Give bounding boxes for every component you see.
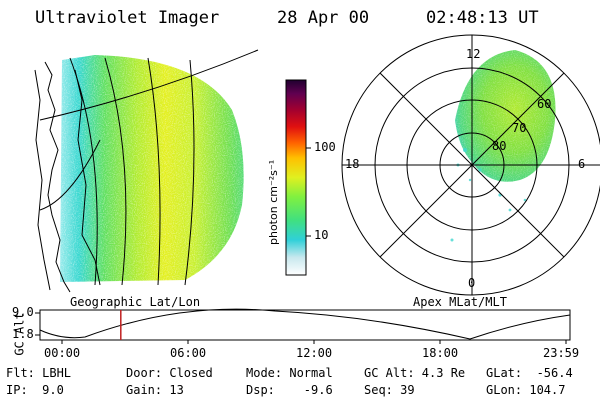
info-dsp: Dsp: -9.6	[246, 383, 333, 397]
info-mode: Mode: Normal	[246, 366, 333, 380]
colorbar-unit-label: photon cm⁻²s⁻¹	[267, 160, 280, 245]
polar-panel-label: Apex MLat/MLT	[413, 295, 507, 309]
colorbar: photon cm⁻²s⁻¹	[267, 79, 311, 276]
polar-plot	[341, 34, 600, 296]
altitude-xtick-18: 18:00	[422, 346, 459, 360]
mlt-label-6: 6	[578, 157, 586, 171]
time-label: 02:48:13 UT	[426, 8, 539, 28]
mlt-label-0: 0	[468, 276, 476, 290]
mlt-label-18: 18	[345, 157, 360, 171]
colorbar-tick-10: 10	[314, 228, 329, 242]
date-label: 28 Apr 00	[277, 8, 370, 28]
altitude-xtick-00: 00:00	[44, 346, 81, 360]
info-flt: Flt: LBHL	[6, 366, 72, 380]
instrument-title: Ultraviolet Imager	[35, 8, 220, 28]
mlat-label-80: 80	[492, 139, 507, 153]
mlat-label-60: 60	[537, 97, 552, 111]
info-glat: GLat: -56.4	[486, 366, 573, 380]
altitude-xtick-2359: 23:59	[543, 346, 580, 360]
info-seq: Seq: 39	[364, 383, 415, 397]
altitude-ytick-9: 9.0	[12, 305, 34, 319]
colorbar-tick-100: 100	[314, 140, 336, 154]
altitude-ytick-1-8: 1.8	[12, 327, 34, 341]
mlat-label-70: 70	[512, 121, 527, 135]
geo-image-panel	[34, 49, 259, 293]
geo-panel-label: Geographic Lat/Lon	[70, 295, 201, 309]
info-gain: Gain: 13	[126, 383, 184, 397]
info-gc-alt: GC Alt: 4.3 Re	[364, 366, 466, 380]
info-door: Door: Closed	[126, 366, 213, 380]
mlt-label-12: 12	[466, 47, 481, 61]
info-glon: GLon: 104.7	[486, 383, 566, 397]
info-ip: IP: 9.0	[6, 383, 64, 397]
altitude-xtick-06: 06:00	[170, 346, 207, 360]
altitude-xtick-12: 12:00	[296, 346, 333, 360]
altitude-curve	[39, 308, 571, 340]
altitude-plot	[35, 308, 571, 344]
